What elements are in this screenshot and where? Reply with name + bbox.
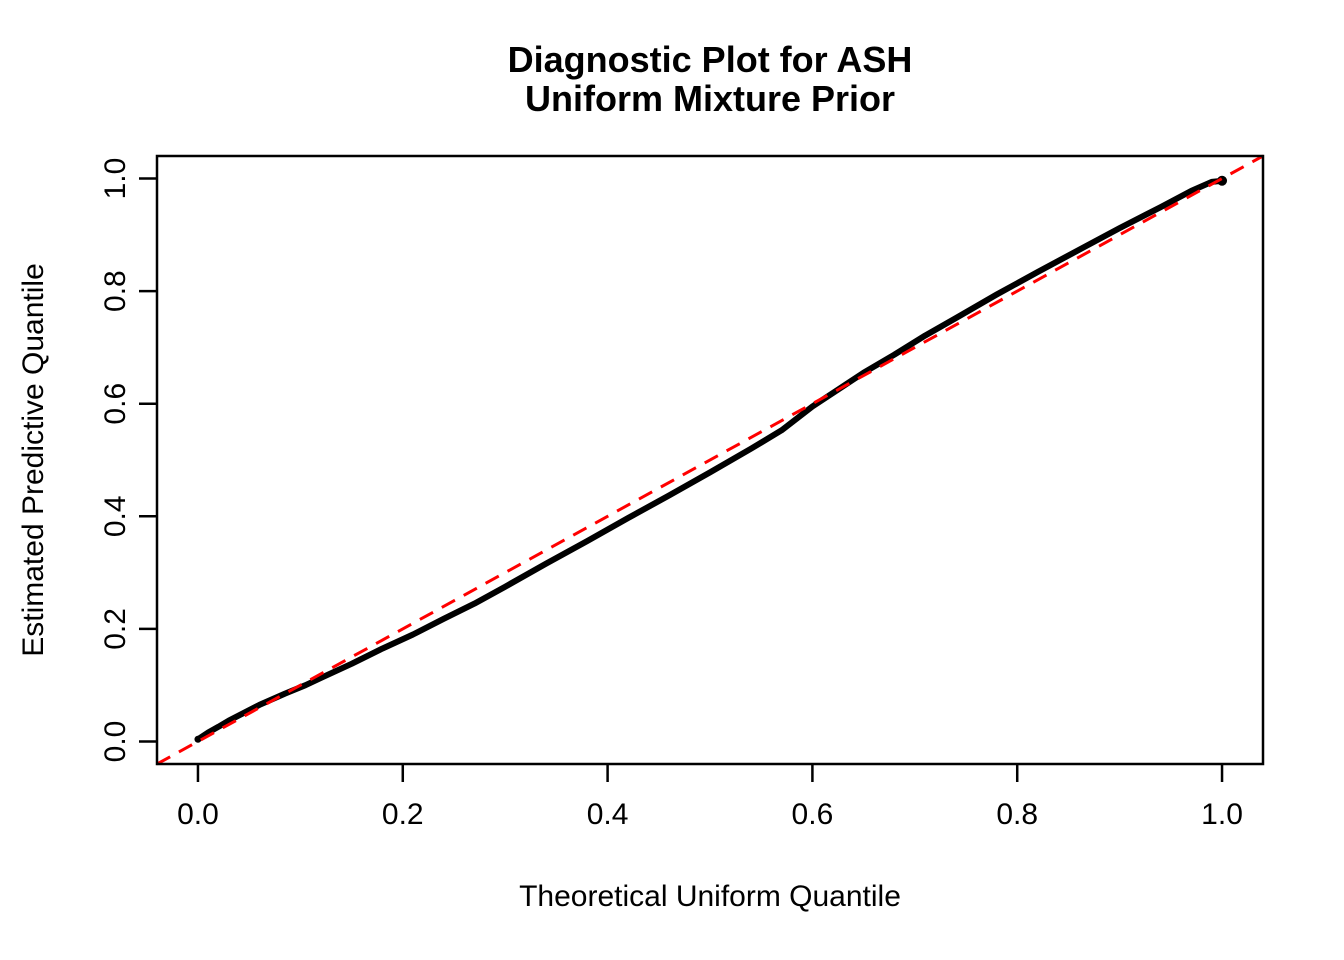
- y-axis-title-box: Estimated Predictive Quantile: [12, 156, 56, 764]
- reference-diagonal-line: [156, 154, 1264, 766]
- y-tick-label: 0.2: [99, 608, 132, 650]
- y-tick-label: 0.6: [99, 383, 132, 425]
- chart-title: Diagnostic Plot for ASH Uniform Mixture …: [157, 40, 1263, 118]
- y-tick-label: 1.0: [99, 158, 132, 200]
- x-axis-title: Theoretical Uniform Quantile: [519, 880, 901, 913]
- plot-frame: [155, 154, 1265, 766]
- x-tick-label: 0.8: [996, 798, 1038, 831]
- y-tick-label: 0.8: [99, 270, 132, 312]
- curve-start-point: [194, 735, 202, 743]
- x-tick-label: 0.6: [792, 798, 834, 831]
- y-axis-title: Estimated Predictive Quantile: [17, 263, 51, 657]
- x-tick-label: 0.0: [177, 798, 219, 831]
- x-tick-label: 0.2: [382, 798, 424, 831]
- y-tick-label: 0.0: [99, 721, 132, 763]
- x-tick-label: 0.4: [587, 798, 629, 831]
- y-tick-label: 0.4: [99, 495, 132, 537]
- estimated-quantile-curve: [195, 177, 1225, 743]
- chart-title-line-1: Diagnostic Plot for ASH: [507, 39, 913, 80]
- chart-title-line-2: Uniform Mixture Prior: [524, 78, 896, 119]
- x-tick-label: 1.0: [1201, 798, 1243, 831]
